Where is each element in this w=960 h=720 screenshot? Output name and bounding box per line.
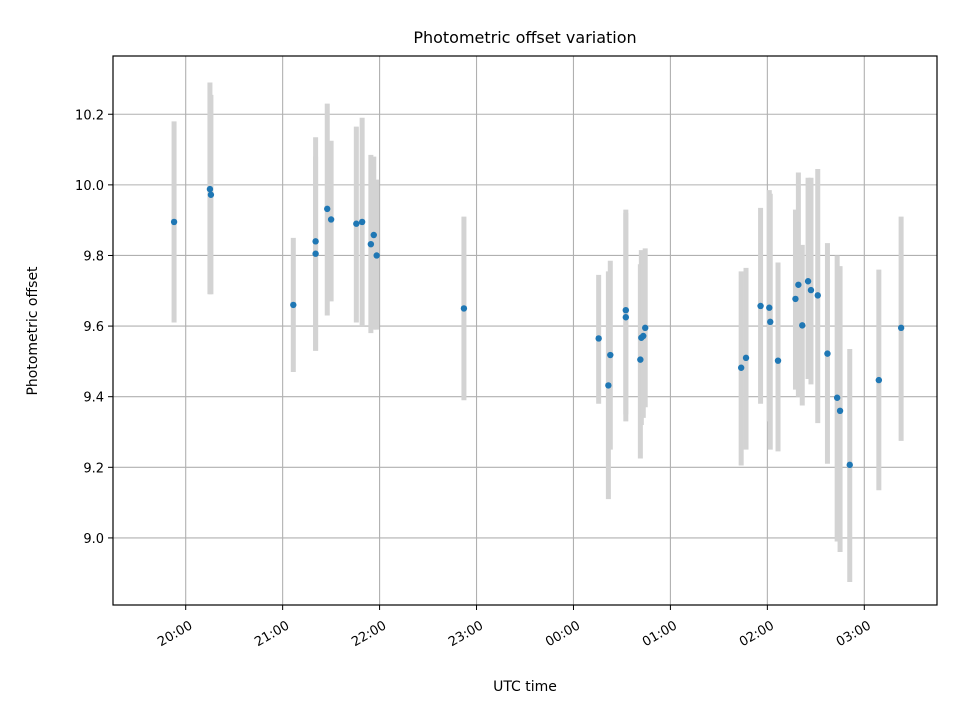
data-point xyxy=(792,295,799,303)
data-point xyxy=(824,350,831,357)
data-point xyxy=(367,240,375,248)
data-point xyxy=(312,250,319,257)
y-axis-label: Photometric offset xyxy=(25,266,41,396)
data-point xyxy=(640,332,647,340)
data-point xyxy=(637,356,644,363)
data-point xyxy=(799,322,806,329)
data-point xyxy=(324,205,331,213)
point-layer xyxy=(170,185,905,469)
data-point xyxy=(622,314,630,321)
data-point xyxy=(774,357,782,364)
data-point xyxy=(170,218,178,226)
data-point xyxy=(804,278,812,285)
data-point xyxy=(622,306,630,314)
y-tick-label: 10.0 xyxy=(75,179,104,194)
y-tick-label: 9.6 xyxy=(83,320,104,335)
data-point xyxy=(642,324,649,332)
data-point xyxy=(807,286,815,294)
plot-frame xyxy=(112,55,938,606)
data-point xyxy=(312,238,319,245)
chart-title: Photometric offset variation xyxy=(413,28,636,47)
data-point xyxy=(897,324,905,332)
data-point xyxy=(358,218,366,226)
data-point xyxy=(607,351,614,359)
data-point xyxy=(353,220,360,227)
x-axis-label: UTC time xyxy=(493,679,557,695)
y-tick-label: 9.2 xyxy=(83,461,104,476)
data-point xyxy=(370,231,377,239)
data-point xyxy=(206,185,214,193)
data-point xyxy=(833,394,841,401)
data-point xyxy=(605,382,612,389)
data-point xyxy=(836,407,844,415)
data-point xyxy=(767,318,774,326)
data-point xyxy=(766,304,773,311)
data-point xyxy=(327,216,335,223)
y-tick-label: 9.0 xyxy=(83,532,104,547)
data-point xyxy=(875,376,883,384)
data-point xyxy=(757,302,764,310)
data-point xyxy=(460,305,468,312)
data-point xyxy=(742,354,750,362)
data-point xyxy=(846,461,853,469)
data-point xyxy=(814,292,821,299)
data-point xyxy=(373,252,380,259)
y-tick-label: 9.4 xyxy=(83,391,104,406)
data-point xyxy=(595,335,602,342)
data-point xyxy=(207,191,215,198)
data-point xyxy=(737,364,745,371)
data-point xyxy=(795,281,802,288)
data-point xyxy=(290,301,297,309)
y-tick-label: 10.2 xyxy=(75,108,104,123)
y-tick-label: 9.8 xyxy=(83,249,104,264)
